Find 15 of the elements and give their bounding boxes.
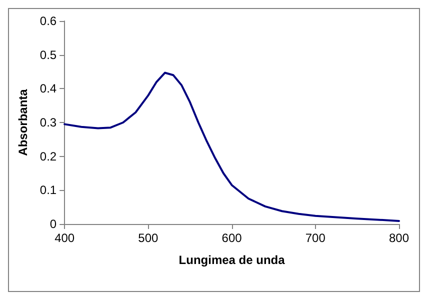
x-tick-label: 600 [222,231,242,245]
line-series [64,72,400,222]
y-tick-label: 0 [50,217,57,231]
y-tick-label: 0.3 [40,116,57,130]
x-tick-label: 500 [138,231,159,245]
x-axis-title: Lungimea de unda [178,253,286,267]
x-tick-label: 700 [305,231,326,245]
y-tick-label: 0.4 [40,82,57,96]
y-tick-label: 0.6 [40,14,57,28]
y-tick-label: 0.2 [40,149,57,164]
x-tick-label: 400 [54,231,75,245]
y-tick-label: 0.5 [40,48,57,62]
y-tick-label: 0.1 [40,183,57,198]
x-tick-label: 800 [388,231,410,245]
y-axis-title: Absorbanta [16,88,30,156]
